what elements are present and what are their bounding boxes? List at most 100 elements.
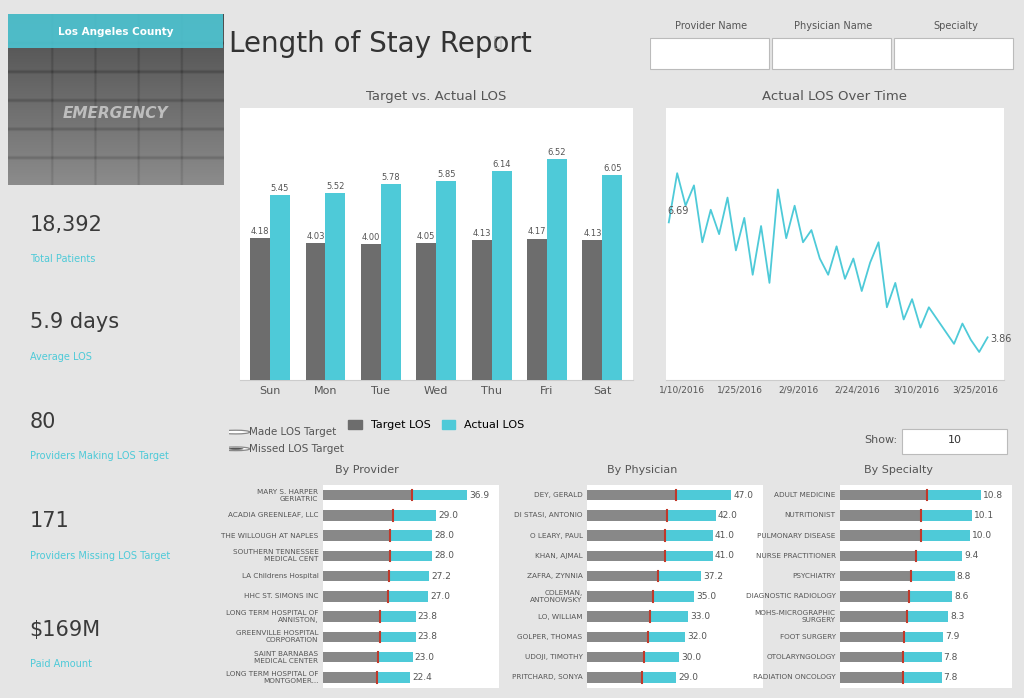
Text: 27.0: 27.0: [430, 592, 451, 601]
Circle shape: [228, 448, 244, 450]
FancyBboxPatch shape: [894, 38, 1013, 69]
Text: By Specialty: By Specialty: [863, 466, 933, 475]
Bar: [323, 652, 413, 662]
Bar: [587, 530, 665, 541]
Text: 37.2: 37.2: [703, 572, 723, 581]
Bar: [840, 591, 909, 602]
FancyBboxPatch shape: [772, 38, 891, 69]
Text: Total Patients: Total Patients: [30, 254, 95, 265]
Bar: [417, 243, 436, 380]
Bar: [587, 571, 657, 581]
Bar: [305, 244, 326, 380]
Bar: [587, 530, 713, 541]
Bar: [587, 672, 642, 683]
Bar: [840, 672, 903, 683]
Bar: [8, 14, 223, 48]
Text: By Provider: By Provider: [335, 466, 398, 475]
Text: 4.03: 4.03: [306, 232, 325, 242]
Text: 5.52: 5.52: [327, 181, 345, 191]
Bar: [323, 571, 429, 581]
Bar: [587, 551, 713, 561]
Bar: [840, 551, 915, 561]
Text: 41.0: 41.0: [715, 531, 735, 540]
Bar: [323, 672, 411, 683]
Bar: [587, 490, 676, 500]
Text: 23.8: 23.8: [418, 612, 438, 621]
Text: 28.0: 28.0: [434, 531, 455, 540]
Bar: [840, 632, 903, 642]
Bar: [840, 652, 903, 662]
Text: 32.0: 32.0: [687, 632, 708, 641]
Text: 5.78: 5.78: [382, 172, 400, 181]
Text: ⓘ: ⓘ: [485, 36, 503, 50]
Text: 4.00: 4.00: [361, 233, 380, 242]
Bar: [840, 632, 943, 642]
Bar: [840, 510, 972, 521]
FancyBboxPatch shape: [902, 429, 1007, 454]
Text: 4.13: 4.13: [583, 229, 602, 238]
Bar: [840, 530, 921, 541]
Text: Specialty: Specialty: [933, 21, 978, 31]
Text: 4.05: 4.05: [417, 232, 435, 241]
Text: 7.8: 7.8: [944, 673, 958, 682]
Text: 27.2: 27.2: [431, 572, 451, 581]
Text: 23.0: 23.0: [415, 653, 435, 662]
Bar: [587, 652, 644, 662]
Text: Provider Name: Provider Name: [675, 21, 748, 31]
Bar: [587, 591, 653, 602]
Bar: [587, 652, 679, 662]
Bar: [840, 672, 941, 683]
Text: 23.8: 23.8: [418, 632, 438, 641]
Text: 171: 171: [30, 512, 70, 531]
Bar: [587, 571, 701, 581]
Text: 42.0: 42.0: [718, 511, 738, 520]
Bar: [270, 195, 290, 380]
Text: 10.1: 10.1: [974, 511, 993, 520]
Text: 6.52: 6.52: [548, 147, 566, 156]
Bar: [326, 193, 345, 380]
Text: 80: 80: [30, 412, 56, 431]
Bar: [840, 591, 952, 602]
Text: Length of Stay Report: Length of Stay Report: [229, 29, 532, 58]
Bar: [840, 611, 948, 622]
Text: 33.0: 33.0: [690, 612, 711, 621]
Text: Made LOS Target: Made LOS Target: [249, 427, 336, 437]
Bar: [602, 174, 623, 380]
Bar: [381, 184, 400, 380]
Text: By Physician: By Physician: [607, 466, 677, 475]
Bar: [323, 530, 432, 541]
Text: Average LOS: Average LOS: [30, 352, 91, 362]
Bar: [323, 571, 388, 581]
Legend: Target LOS, Actual LOS: Target LOS, Actual LOS: [344, 415, 528, 435]
Bar: [587, 490, 731, 500]
Bar: [360, 244, 381, 380]
Text: $169M: $169M: [30, 620, 100, 639]
Text: 9.4: 9.4: [965, 551, 979, 560]
Text: 3.86: 3.86: [991, 334, 1012, 344]
Text: 6.69: 6.69: [668, 207, 688, 216]
Text: Paid Amount: Paid Amount: [30, 659, 92, 669]
Bar: [323, 611, 380, 622]
Bar: [840, 490, 927, 500]
Bar: [547, 158, 567, 380]
FancyBboxPatch shape: [650, 38, 769, 69]
Bar: [840, 611, 907, 622]
Text: 5.85: 5.85: [437, 170, 456, 179]
Bar: [323, 551, 390, 561]
Text: 4.13: 4.13: [472, 229, 490, 238]
Text: Physician Name: Physician Name: [795, 21, 872, 31]
Bar: [840, 571, 911, 581]
Bar: [583, 240, 602, 380]
Bar: [323, 510, 436, 521]
Bar: [323, 591, 388, 602]
Bar: [323, 632, 380, 642]
Bar: [840, 510, 922, 521]
Text: 36.9: 36.9: [469, 491, 489, 500]
Bar: [323, 611, 416, 622]
Bar: [587, 672, 676, 683]
Bar: [587, 551, 665, 561]
Bar: [587, 510, 667, 521]
Text: 5.9 days: 5.9 days: [30, 313, 119, 332]
Text: 28.0: 28.0: [434, 551, 455, 560]
Text: 41.0: 41.0: [715, 551, 735, 560]
